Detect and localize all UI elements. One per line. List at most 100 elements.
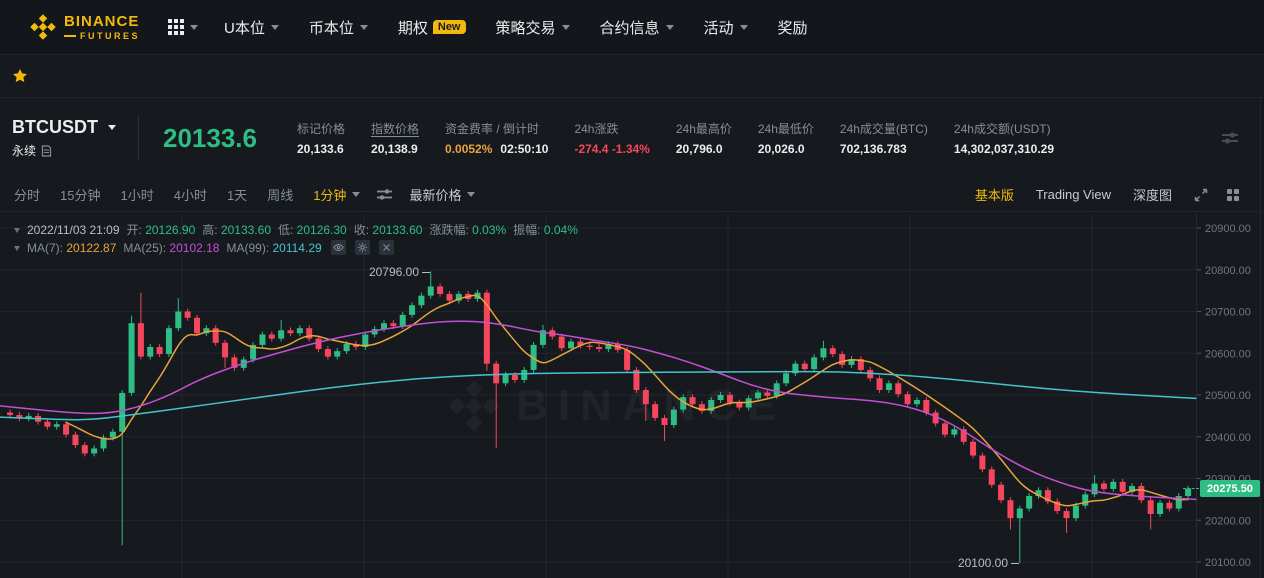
stat-label: 24h成交量(BTC): [839, 122, 928, 136]
ticker-stat-3: 资金费率 / 倒计时 0.0052% 02:50:10: [445, 120, 548, 156]
ticker-stat-6: 24h最低价 20,026.0: [758, 120, 814, 156]
low-annotation: 20100.00: [928, 556, 1019, 570]
ticker-stat-1: 标记价格 20,133.6: [297, 120, 345, 156]
legend-collapse-button[interactable]: [14, 223, 20, 237]
ohlc-item: 涨跌幅: 0.03%: [429, 221, 506, 238]
stat-label: 24h最低价: [757, 122, 814, 136]
stat-value: 20,026.0: [757, 142, 805, 156]
stat-value: -274.4 -1.34%: [574, 142, 650, 156]
eye-icon: [332, 244, 344, 251]
ma-item: MA(7): 20122.87: [27, 241, 116, 255]
stat-label: 指数价格: [371, 122, 420, 136]
interval-tab-4[interactable]: 4小时: [173, 188, 207, 203]
stat-values: 20,026.0: [758, 142, 814, 156]
nav-item-2[interactable]: 币本位: [309, 17, 368, 38]
ticker-stat-8: 24h成交额(USDT) 14,302,037,310.29: [954, 120, 1054, 156]
ohlc-label: 涨跌幅:: [429, 223, 473, 237]
ma-label: MA(7):: [27, 240, 67, 255]
nav-item-label: 期权: [397, 19, 428, 37]
chevron-down-icon: [352, 192, 361, 197]
symbol-dropdown-icon: [108, 125, 116, 130]
grid-layout-icon: [1227, 188, 1239, 201]
stat-values: 20,133.6: [297, 142, 345, 156]
stat-value: 20,138.9: [371, 142, 418, 156]
current-price-badge: 20275.50: [1200, 480, 1260, 497]
ohlc-legend: 2022/11/03 21:09 开: 20126.90 高: 20133.60 低…: [14, 221, 578, 238]
ma-item: MA(99): 20114.29: [226, 241, 321, 255]
favorite-star-icon[interactable]: [12, 68, 28, 84]
ohlc-value: 20126.30: [296, 223, 347, 237]
ticker-settings-sliders-icon[interactable]: [1220, 130, 1240, 146]
indicators-button[interactable]: [376, 188, 393, 201]
view-tab-1[interactable]: 基本版: [974, 188, 1014, 203]
view-tabs: 基本版 Trading View 深度图: [975, 185, 1172, 204]
chevron-down-icon: [561, 24, 570, 30]
interval-tab-6[interactable]: 周线: [267, 188, 294, 203]
contract-type: 永续: [12, 144, 37, 158]
nav-item-5[interactable]: 合约信息: [600, 17, 674, 38]
brand-name: BINANCE: [64, 12, 140, 30]
stat-label: 资金费率 / 倒计时: [445, 122, 540, 136]
nav-item-label: 奖励: [777, 19, 808, 37]
stat-values: 14,302,037,310.29: [954, 142, 1054, 156]
nav-item-7[interactable]: 奖励: [778, 17, 808, 38]
nav-item-6[interactable]: 活动: [704, 17, 748, 38]
nav-item-4[interactable]: 策略交易: [496, 17, 570, 38]
y-axis-label: 20200.00: [1205, 515, 1251, 527]
ohlc-value: 0.04%: [543, 223, 578, 237]
stat-value: 14,302,037,310.29: [953, 142, 1055, 156]
ohlc-label: 振幅:: [513, 223, 544, 237]
apps-grid-button[interactable]: [140, 19, 198, 35]
ohlc-item: 振幅: 0.04%: [513, 221, 578, 238]
chevron-down-icon: [739, 24, 748, 30]
chevron-down-icon: [665, 24, 674, 30]
interval-tab-3[interactable]: 1小时: [120, 188, 154, 203]
interval-tab-5[interactable]: 1天: [226, 188, 248, 203]
nav-item-label: 策略交易: [495, 19, 556, 37]
y-axis-label: 20100.00: [1205, 557, 1251, 569]
chart-plot-area[interactable]: [0, 212, 1196, 578]
interval-tab-1[interactable]: 分时: [14, 188, 41, 203]
y-axis-label: 20400.00: [1205, 432, 1251, 444]
price-mode-dropdown[interactable]: 最新价格: [409, 185, 476, 204]
interval-tabs: 分时 15分钟 1小时 4小时 1天 周线: [14, 185, 293, 204]
fullscreen-button[interactable]: [1194, 188, 1208, 202]
view-tab-2[interactable]: Trading View: [1035, 187, 1111, 202]
nav-item-3[interactable]: 期权 New: [398, 17, 466, 38]
stat-values: 702,136.783: [840, 142, 928, 156]
ma-eye-button[interactable]: [330, 240, 346, 255]
binance-diamond-icon: [30, 14, 56, 40]
chevron-down-icon: [190, 24, 198, 30]
contract-doc-icon: [41, 144, 52, 157]
interval-tab-2[interactable]: 15分钟: [60, 188, 101, 203]
selected-interval-dropdown[interactable]: 1分钟: [313, 185, 361, 204]
ohlc-label: 低:: [278, 223, 297, 237]
ticker-stat-4: 24h涨跌 -274.4 -1.34%: [574, 120, 649, 156]
nav-item-1[interactable]: U本位: [224, 17, 279, 38]
current-price-line: [1183, 488, 1199, 489]
y-axis-label: 20600.00: [1205, 348, 1251, 360]
y-axis-label: 20900.00: [1205, 223, 1251, 235]
layout-grid-button[interactable]: [1226, 188, 1240, 202]
ma-close-button[interactable]: [378, 240, 394, 255]
ohlc-label: 高:: [202, 223, 221, 237]
ma-gear-button[interactable]: [354, 240, 370, 255]
ma-label: MA(25):: [123, 240, 170, 255]
stat-values: 0.0052% 02:50:10: [445, 142, 548, 156]
legend-collapse-button[interactable]: [14, 241, 20, 255]
ohlc-item: 高: 20133.60: [202, 221, 271, 238]
symbol-selector[interactable]: BTCUSDT 永续: [12, 117, 116, 159]
stat-values: 20,138.9: [371, 142, 419, 156]
ma-value: 20102.18: [169, 240, 220, 255]
ticker-stats: 标记价格 20,133.6 指数价格 20,138.9 资金费率 / 倒计时 0.0052…: [297, 120, 1054, 156]
y-axis-label: 20800.00: [1205, 265, 1251, 277]
favorites-bar: [0, 55, 1264, 98]
view-tab-3[interactable]: 深度图: [1132, 188, 1172, 203]
gear-icon: [357, 242, 367, 253]
ticker-stat-7: 24h成交量(BTC) 702,136.783: [840, 120, 928, 156]
binance-futures-logo[interactable]: BINANCE FUTURES: [30, 14, 140, 41]
ticker-stat-5: 24h最高价 20,796.0: [676, 120, 732, 156]
chevron-down-icon: [467, 192, 476, 197]
expand-arrows-icon: [1194, 188, 1208, 201]
ohlc-value: 20133.60: [372, 223, 423, 237]
